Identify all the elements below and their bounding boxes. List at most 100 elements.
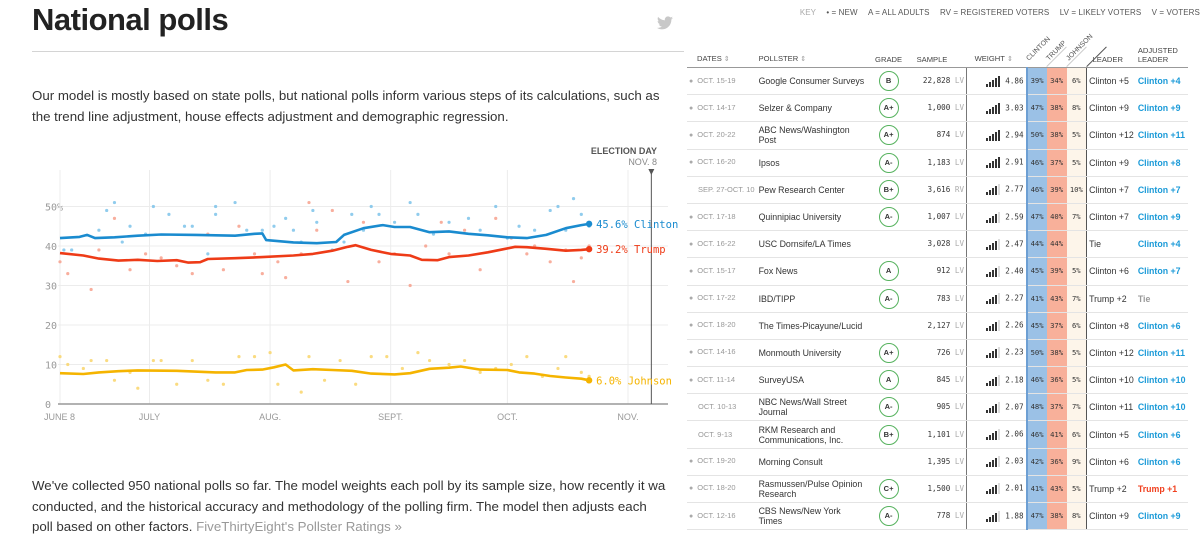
header-weight[interactable]: WEIGHT ⇕ (966, 44, 1027, 68)
poll-row[interactable]: ● OCT. 18-20 Rasmussen/Pulse Opinion Resea… (687, 475, 1188, 504)
poll-row[interactable]: ● OCT. 12-16 CBS News/New York Times A- 778 … (687, 502, 1188, 531)
clinton-poll-point (128, 224, 132, 228)
y-tick-label: 10 (45, 361, 57, 372)
poll-weight: 2.77 (966, 176, 1027, 204)
poll-row[interactable]: ● OCT. 14-17 Selzer & Company A+ 1,000 LV 3.0… (687, 94, 1188, 123)
population-type: LV (954, 483, 965, 493)
weight-bar (998, 320, 1001, 332)
poll-row[interactable]: ● OCT. 17-22 IBD/TIPP A- 783 LV 2.27 41% 43% 7% T… (687, 285, 1188, 313)
pollster-name[interactable]: ABC News/Washington Post (756, 121, 869, 150)
poll-dates: OCT. 9-13 (687, 420, 757, 449)
poll-row[interactable]: OCT. 10-13 NBC News/Wall Street Journal A-… (687, 393, 1188, 422)
clinton-poll-point (392, 220, 397, 224)
weight-bar (998, 75, 1001, 87)
pollster-ratings-link[interactable]: FiveThirtyEight's Pollster Ratings » (196, 519, 402, 534)
pollster-name[interactable]: Morning Consult (756, 448, 869, 476)
pollster-name[interactable]: Rasmussen/Pulse Opinion Research (756, 475, 869, 504)
poll-weight: 2.59 (966, 203, 1027, 232)
clinton-poll-point (260, 228, 264, 232)
poll-row[interactable]: ● OCT. 11-14 SurveyUSA A 845 LV 2.18 46% 36% 5% C… (687, 366, 1188, 395)
clinton-poll-point (291, 228, 296, 232)
grade-badge: A+ (878, 125, 899, 146)
trump-poll-point (97, 248, 101, 252)
pollster-name[interactable]: USC Dornsife/LA Times (756, 230, 869, 259)
clinton-poll-point (494, 204, 498, 209)
weight-bars-icon (986, 510, 1001, 522)
johnson-poll-point (338, 358, 342, 363)
poll-row[interactable]: ● OCT. 16-20 Ipsos A- 1,183 LV 2.91 46% 37% 5% Cl… (687, 149, 1188, 177)
poll-leader: Tie (1086, 230, 1136, 259)
pollster-name[interactable]: The Times-Picayune/Lucid (756, 312, 869, 340)
poll-dates-text: OCT. 17-18 (697, 211, 736, 221)
poll-row[interactable]: SEP. 27-OCT. 10 Pew Research Center B+ 3,61… (687, 176, 1188, 204)
poll-row[interactable]: ● OCT. 20-22 ABC News/Washington Post A+ 874… (687, 121, 1188, 150)
pollster-name[interactable]: SurveyUSA (756, 366, 869, 395)
header-leader-label: LEADER (1137, 55, 1169, 64)
weight-bar (998, 456, 1001, 468)
poll-row[interactable]: ● OCT. 14-16 Monmouth University A+ 726 LV 2.… (687, 339, 1188, 368)
weight-value: 2.27 (1005, 293, 1024, 303)
pollster-name[interactable]: CBS News/New York Times (756, 502, 869, 531)
johnson-pct: 8% (1066, 94, 1088, 123)
weight-bars-icon (986, 129, 1001, 141)
grade-badge: A+ (878, 98, 899, 119)
poll-dates: ● OCT. 15-19 (687, 67, 757, 96)
poll-row[interactable]: ● OCT. 19-20 Morning Consult 1,395 LV 2.03 42… (687, 448, 1188, 476)
pollster-name[interactable]: IBD/TIPP (756, 285, 869, 313)
johnson-pct: 7% (1066, 393, 1088, 422)
pollster-name[interactable]: Pew Research Center (756, 176, 869, 204)
pollster-grade (868, 312, 909, 340)
pollster-name[interactable]: Fox News (756, 257, 869, 286)
trump-poll-point (307, 200, 311, 205)
weight-bar (992, 269, 995, 277)
table-key: KEY • = NEW A = ALL ADULTS RV = REGISTER… (690, 8, 1200, 17)
poll-dates-text: OCT. 19-20 (697, 456, 736, 466)
clinton-poll-point (284, 216, 288, 220)
adjusted-leader: Clinton +6 (1135, 448, 1188, 476)
weight-bar (989, 108, 992, 114)
pollster-grade (868, 448, 909, 476)
poll-leader: Trump +2 (1086, 475, 1136, 504)
weight-bars-icon (986, 293, 1001, 305)
pollster-name[interactable]: Selzer & Company (756, 94, 869, 123)
poll-dates-text: SEP. 27-OCT. 10 (698, 184, 755, 194)
poll-row[interactable]: ● OCT. 17-18 Quinnipiac University A- 1,007 … (687, 203, 1188, 232)
poll-leader: Clinton +9 (1086, 149, 1136, 177)
twitter-icon[interactable] (657, 16, 673, 30)
pollster-name[interactable]: Ipsos (756, 149, 869, 177)
trump-poll-point (252, 252, 257, 256)
pollster-name[interactable]: Quinnipiac University (756, 203, 869, 232)
poll-row[interactable]: ● OCT. 15-19 Google Consumer Surveys B 22,82… (687, 67, 1188, 96)
poll-dates: ● OCT. 14-16 (687, 339, 757, 368)
population-type: LV (954, 212, 965, 222)
poll-row[interactable]: ● OCT. 18-20 The Times-Picayune/Lucid 2,127… (687, 312, 1188, 340)
weight-bar (989, 271, 992, 277)
poll-row[interactable]: ● OCT. 15-17 Fox News A 912 LV 2.40 45% 39% 5% Cl… (687, 257, 1188, 286)
new-poll-dot-icon: ● (689, 322, 694, 330)
weight-bar (998, 238, 1001, 250)
poll-row[interactable]: OCT. 9-13 RKM Research and Communications… (687, 420, 1188, 449)
johnson-pct: 7% (1066, 203, 1088, 232)
weight-bar (992, 324, 995, 332)
intro-line-2: the trend line adjustment, house effects… (32, 108, 509, 124)
pollster-name[interactable]: RKM Research and Communications, Inc. (756, 420, 869, 449)
new-poll-dot-icon: ● (689, 131, 694, 139)
pollster-name[interactable]: Monmouth University (756, 339, 869, 368)
johnson-poll-point (307, 355, 311, 359)
trump-poll-point (89, 287, 93, 292)
pollster-name[interactable]: NBC News/Wall Street Journal (756, 393, 869, 422)
poll-row[interactable]: ● OCT. 16-22 USC Dornsife/LA Times 3,028 LV… (687, 230, 1188, 259)
weight-bar (995, 485, 998, 495)
intro-paragraph: Our model is mostly based on state polls… (32, 86, 692, 127)
poll-dates: ● OCT. 19-20 (687, 448, 757, 476)
adjusted-leader: Clinton +10 (1135, 393, 1188, 422)
clinton-poll-point (556, 204, 560, 209)
header-pollster[interactable]: POLLSTER ⇕ (756, 44, 869, 68)
trump-poll-point (330, 208, 334, 213)
johnson-end-label: 6.0% Johnson (596, 375, 672, 387)
header-dates[interactable]: DATES ⇕ (687, 44, 757, 68)
adjusted-leader: Clinton +9 (1135, 94, 1188, 123)
pollster-name[interactable]: Google Consumer Surveys (756, 67, 869, 96)
weight-bar (986, 219, 989, 223)
weight-bar (995, 77, 998, 87)
